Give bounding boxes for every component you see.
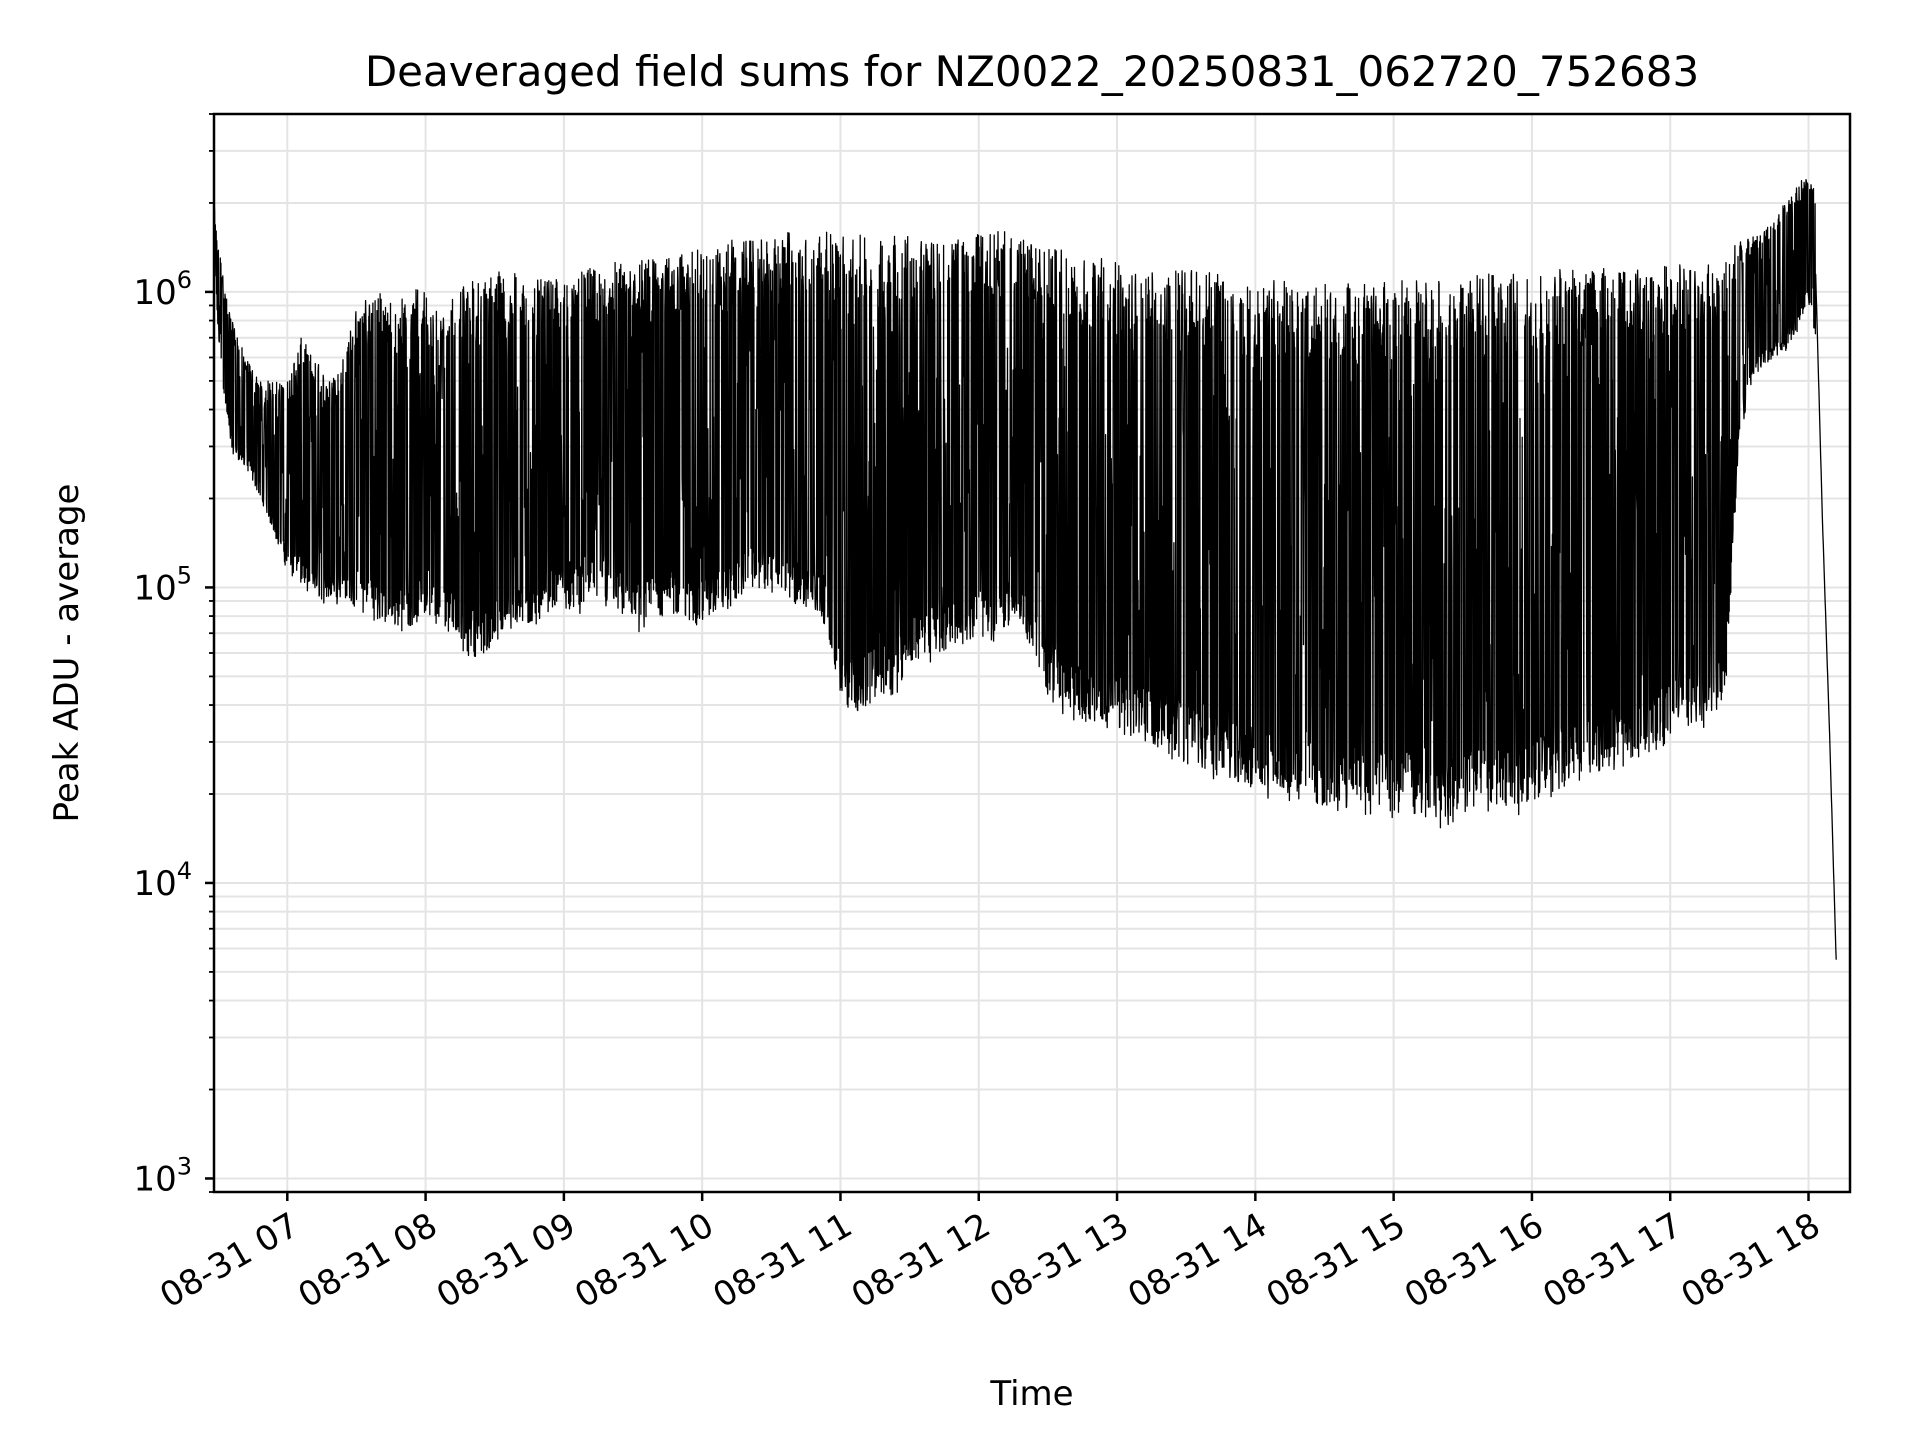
x-axis-label: Time: [989, 1374, 1073, 1414]
x-tick-label: 08-31 09: [430, 1205, 582, 1316]
y-tick-label: 103: [133, 1152, 192, 1199]
x-tick-label: 08-31 12: [845, 1205, 997, 1316]
y-tick-label: 106: [133, 266, 192, 313]
x-tick-label: 08-31 10: [568, 1205, 720, 1316]
x-tick-label: 08-31 13: [983, 1205, 1135, 1316]
x-tick-label: 08-31 17: [1536, 1205, 1688, 1316]
x-tick-label: 08-31 14: [1121, 1205, 1273, 1316]
y-axis-label: Peak ADU - average: [47, 484, 87, 823]
x-tick-label: 08-31 16: [1398, 1205, 1550, 1316]
x-tick-label: 08-31 11: [707, 1205, 859, 1316]
x-tick-label: 08-31 08: [292, 1205, 444, 1316]
series-line: [213, 178, 1837, 960]
x-tick-label: 08-31 07: [153, 1205, 305, 1316]
x-tick-label: 08-31 15: [1260, 1205, 1412, 1316]
y-tick-label: 105: [133, 561, 192, 608]
chart-title: Deaveraged field sums for NZ0022_2025083…: [365, 47, 1699, 96]
series-layer: [213, 178, 1837, 960]
x-tick-label: 08-31 18: [1675, 1205, 1827, 1316]
y-tick-label: 104: [133, 857, 192, 904]
